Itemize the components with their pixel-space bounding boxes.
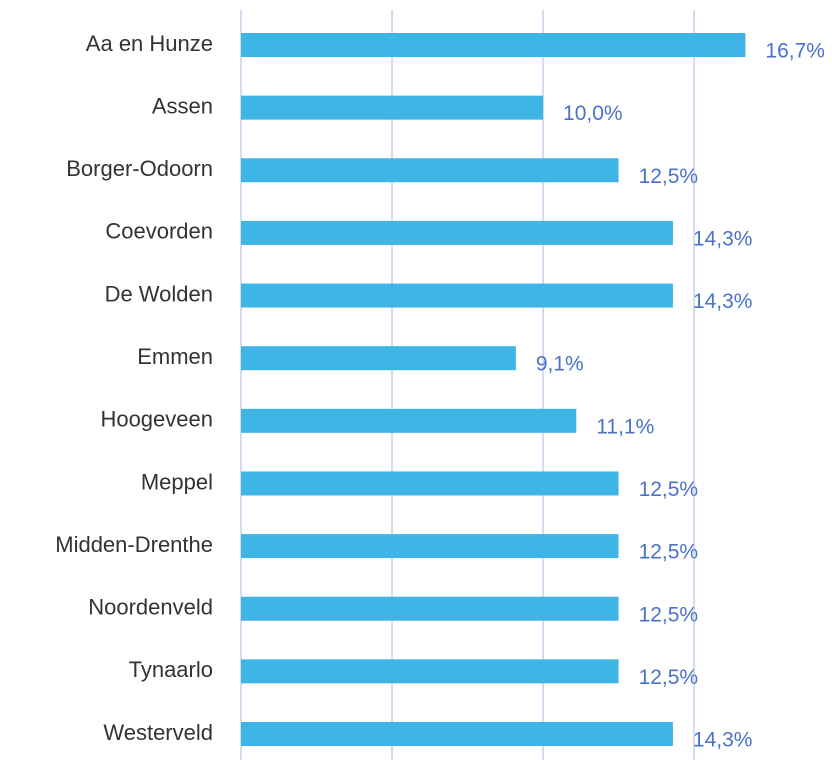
bar <box>241 596 619 621</box>
y-tick-label: Emmen <box>137 344 213 369</box>
data-label: 10,0% <box>563 102 623 125</box>
bar <box>241 659 619 684</box>
data-label: 14,3% <box>693 227 753 250</box>
bar <box>241 408 577 433</box>
y-tick-label: Hoogeveen <box>100 407 213 432</box>
bar <box>241 346 516 371</box>
bar <box>241 220 673 245</box>
data-label: 12,5% <box>639 541 699 564</box>
y-tick-label: Coevorden <box>105 219 213 244</box>
bar <box>241 283 673 308</box>
y-tick-label: Midden-Drenthe <box>55 532 213 557</box>
bar <box>241 95 544 120</box>
y-tick-label: Tynaarlo <box>129 657 213 682</box>
data-label: 12,5% <box>639 666 699 689</box>
data-label: 14,3% <box>693 729 753 752</box>
data-label: 12,5% <box>639 603 699 626</box>
y-tick-label: Borger-Odoorn <box>66 156 213 181</box>
bar <box>241 33 746 57</box>
y-tick-label: Assen <box>152 93 213 118</box>
y-tick-label: Aa en Hunze <box>86 31 213 56</box>
bar <box>241 722 673 746</box>
data-label: 12,5% <box>639 165 699 188</box>
y-tick-label: Westerveld <box>103 720 213 745</box>
data-label: 16,7% <box>765 40 825 63</box>
data-label: 9,1% <box>536 353 584 376</box>
y-tick-label: Noordenveld <box>88 595 213 620</box>
bar <box>241 158 619 183</box>
data-label: 14,3% <box>693 290 753 313</box>
bar <box>241 471 619 496</box>
data-label: 12,5% <box>639 478 699 501</box>
y-tick-label: De Wolden <box>105 281 213 306</box>
bar <box>241 534 619 559</box>
y-tick-label: Meppel <box>141 469 213 494</box>
data-label: 11,1% <box>596 415 654 438</box>
